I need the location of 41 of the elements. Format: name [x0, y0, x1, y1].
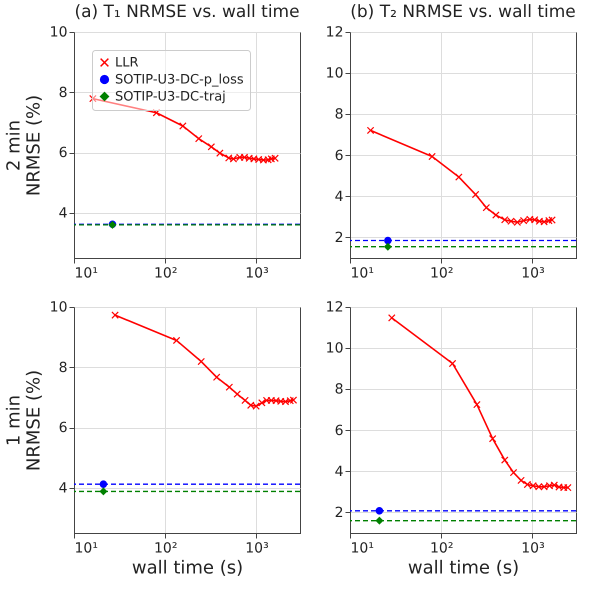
x-tick-label: 10¹ [74, 266, 98, 282]
x-tick-label: 10¹ [350, 540, 374, 556]
x-tick-label: 10¹ [74, 540, 98, 556]
y-tick-label: 12 [326, 24, 344, 40]
y-tick-label: 4 [58, 205, 68, 222]
y-tick-label: 10 [326, 66, 344, 82]
y-tick-label: 6 [334, 148, 344, 164]
x-axis-title: wall time (s) [408, 558, 520, 578]
x-tick-label: 10³ [521, 266, 545, 282]
y-tick-label: 6 [58, 420, 68, 436]
y-tick-label: 4 [334, 464, 344, 480]
x-tick-label: 10¹ [350, 266, 374, 282]
chart-title: (b) T₂ NRMSE vs. wall time [350, 2, 576, 22]
y-tick-label: 8 [58, 84, 68, 101]
chart-title: (a) T₁ NRMSE vs. wall time [74, 2, 300, 22]
y-tick-label: 10 [50, 24, 68, 40]
y-axis-title: 2 min NRMSE (%) [4, 94, 45, 196]
y-tick-label: 8 [334, 382, 344, 398]
y-tick-label: 6 [334, 422, 344, 439]
y-tick-label: 8 [334, 106, 344, 123]
y-tick-label: 8 [58, 360, 68, 376]
x-tick-label: 10³ [245, 540, 269, 556]
y-tick-label: 6 [58, 145, 68, 162]
y-tick-label: 10 [50, 300, 68, 316]
x-tick-label: 10² [154, 540, 178, 556]
y-tick-label: 2 [334, 230, 344, 246]
y-tick-label: 12 [326, 300, 344, 316]
y-tick-label: 4 [58, 480, 68, 496]
legend-label: SOTIP-U3-DC-p_loss [115, 72, 244, 88]
legend-label: LLR [115, 56, 139, 70]
x-tick-label: 10² [430, 266, 454, 282]
y-tick-label: 4 [334, 188, 344, 205]
y-tick-label: 10 [326, 340, 344, 357]
x-tick-label: 10² [430, 540, 454, 556]
x-axis-title: wall time (s) [132, 558, 244, 578]
y-axis-title: 1 min NRMSE (%) [4, 370, 45, 472]
x-tick-label: 10² [154, 266, 178, 282]
legend-label: SOTIP-U3-DC-traj [115, 90, 226, 104]
y-tick-label: 2 [334, 504, 344, 521]
x-tick-label: 10³ [521, 540, 545, 556]
x-tick-label: 10³ [245, 266, 269, 282]
